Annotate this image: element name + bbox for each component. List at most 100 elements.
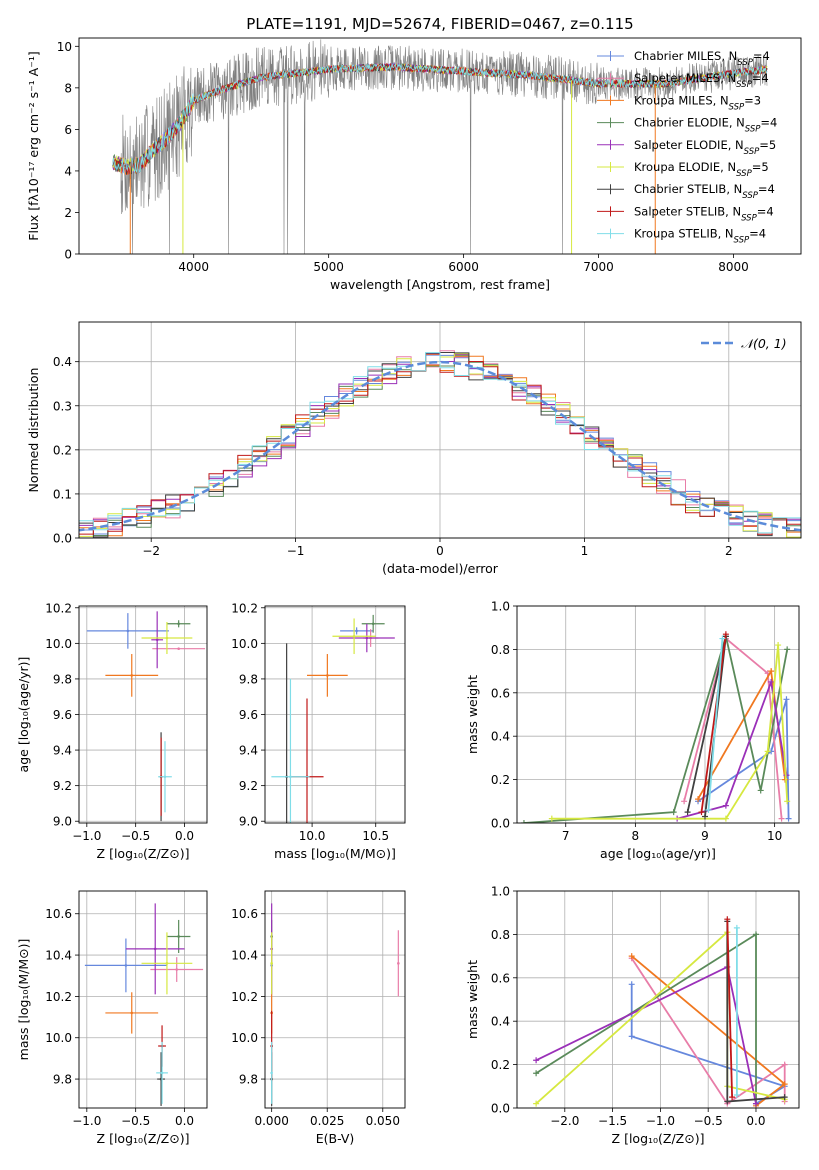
age-vs-Z-xtick-label-2: 0.0 <box>175 829 194 843</box>
legend-label-8-tail: =4 <box>749 227 766 241</box>
spectrum-frame <box>78 37 802 255</box>
age-vs-mass-point-3 <box>371 622 375 626</box>
mass-weight-vs-age-ytick-label-0: 0.0 <box>491 817 510 831</box>
mass-weight-vs-age-xtick-label-0: 7 <box>562 829 570 843</box>
mass-vs-Z-panel: −1.0 −0.5 0.0 9.8 10.0 10.2 10.4 10.6 Z [log₁₀(Z… <box>16 890 208 1146</box>
mass-weight-vs-Z-marker-6-1 <box>724 1098 731 1105</box>
mass-weight-vs-age-marker-5-3 <box>775 642 782 649</box>
legend-label-2-tail: =3 <box>744 93 761 107</box>
legend-label-6-tail: =4 <box>758 182 775 196</box>
mass-vs-EBV-xtick-label-1: 0.025 <box>310 1114 344 1128</box>
spectrum-xtick-label-0: 4000 <box>178 260 209 274</box>
age-vs-mass-plot-area <box>271 614 395 823</box>
legend-label-0-sub: SSP <box>737 58 753 68</box>
mass-weight-vs-age-ytick-label-5: 1.0 <box>491 600 510 614</box>
legend-label-2-text: Kroupa MILES, N <box>634 93 729 107</box>
age-vs-Z-point-4 <box>155 638 159 642</box>
mass-weight-vs-Z-ytick-label-3: 0.6 <box>491 971 510 985</box>
mass-vs-EBV-xlabel: E(B-V) <box>316 1131 355 1146</box>
residual-histogram-xtick-label-3: 1 <box>581 544 589 558</box>
age-vs-mass-xtick-label-0: 10.0 <box>299 829 326 843</box>
mass-weight-vs-age-panel: 7 8 9 10 0.0 0.2 0.4 0.6 0.8 1.0 age [log₁₀(age/yr… <box>465 600 800 861</box>
mass-vs-EBV-point-5 <box>270 962 273 965</box>
age-vs-mass-point-4 <box>365 636 369 640</box>
spectrum-ylabel: Flux [fλ10⁻¹⁷ erg cm⁻² s⁻¹ A⁻¹] <box>26 51 41 240</box>
mass-weight-vs-Z-marker-2-0 <box>628 953 635 960</box>
age-vs-Z-ytick-label-5: 10.0 <box>45 637 72 651</box>
legend-label-1-text: Salpeter MILES, N <box>634 71 736 85</box>
mass-weight-vs-Z-xtick-label-2: −1.0 <box>646 1114 675 1128</box>
mass-vs-EBV-ytick-label-2: 10.2 <box>231 990 258 1004</box>
mass-weight-vs-age-frame <box>516 605 800 824</box>
mass-weight-vs-age-plot-area <box>520 631 792 823</box>
mass-weight-vs-age-marker-3-1 <box>670 809 677 816</box>
age-vs-Z-ytick-label-4: 9.8 <box>53 672 72 686</box>
mass-weight-vs-age-xtick-label-3: 10 <box>767 829 782 843</box>
residual-histogram-panel: −2 −1 0 1 2 0.0 0.1 0.2 0.3 0.4 (data-model)/error… <box>26 321 802 576</box>
mass-weight-vs-age-marker-5-1 <box>722 815 729 822</box>
mass-weight-vs-Z-ytick-label-5: 1.0 <box>491 885 510 899</box>
age-vs-mass-point-2 <box>326 674 329 677</box>
mass-weight-vs-age-ytick-label-2: 0.4 <box>491 730 510 744</box>
mass-weight-vs-Z-marker-8-0 <box>733 924 740 931</box>
legend-label-7-text: Salpeter STELIB, N <box>634 204 741 218</box>
age-vs-Z-point-0 <box>126 629 130 633</box>
legend-label-2-sub: SSP <box>729 102 745 112</box>
legend-label-8-sub: SSP <box>734 236 750 246</box>
mass-weight-vs-Z-xlabel: Z [log₁₀(Z/Z⊙)] <box>612 1131 705 1146</box>
mass-weight-vs-Z-ytick-label-4: 0.8 <box>491 928 510 942</box>
age-vs-Z-xtick-label-1: −0.5 <box>121 829 150 843</box>
spectrum-model-kroupa-stelib <box>112 63 768 174</box>
mass-weight-vs-Z-xtick-label-1: −1.5 <box>598 1114 627 1128</box>
mass-vs-Z-xlabel: Z [log₁₀(Z/Z⊙)] <box>97 1131 190 1146</box>
age-vs-Z-ylabel: age [log₁₀(age/yr)] <box>16 657 31 773</box>
legend-label-6-text: Chabrier STELIB, N <box>634 182 742 196</box>
mass-weight-vs-Z-ytick-label-2: 0.4 <box>491 1015 510 1029</box>
mass-weight-vs-age-marker-8-0 <box>719 635 726 642</box>
legend-label-5-text: Kroupa ELODIE, N <box>634 160 736 174</box>
age-vs-Z-ytick-label-1: 9.2 <box>53 779 72 793</box>
figure-title: PLATE=1191, MJD=52674, FIBERID=0467, z=0… <box>246 15 633 33</box>
mass-weight-vs-Z-xtick-label-4: 0.0 <box>746 1114 765 1128</box>
legend-label-1-sub: SSP <box>736 80 752 90</box>
mass-weight-vs-age-marker-3-3 <box>757 787 764 794</box>
mass-vs-EBV-ytick-label-4: 10.6 <box>231 907 258 921</box>
mass-vs-Z-ytick-label-1: 10.0 <box>45 1031 72 1045</box>
mass-weight-vs-Z-marker-2-1 <box>781 1081 788 1088</box>
mass-weight-vs-Z-marker-3-0 <box>533 1070 540 1077</box>
mass-weight-vs-age-marker-3-4 <box>784 646 791 653</box>
legend-label-6: Chabrier STELIB, NSSP=4 <box>634 182 775 201</box>
mass-weight-vs-Z-marker-5-0 <box>533 1100 540 1107</box>
mass-weight-vs-age-marker-3-0 <box>520 820 527 823</box>
mass-weight-vs-age-xtick-label-1: 8 <box>632 829 640 843</box>
mass-vs-Z-xtick-label-1: −0.5 <box>121 1114 150 1128</box>
legend-label-0-tail: =4 <box>753 49 770 63</box>
age-vs-Z-xlabel: Z [log₁₀(Z/Z⊙)] <box>97 846 190 861</box>
mass-vs-Z-point-4 <box>153 947 157 951</box>
age-vs-mass-ytick-label-6: 10.2 <box>231 601 258 615</box>
mass-weight-vs-age-marker-2-0 <box>695 796 702 803</box>
age-vs-Z-ytick-label-2: 9.4 <box>53 744 72 758</box>
residual-histogram-ytick-label-0: 0.0 <box>53 532 72 546</box>
mass-weight-vs-Z-marker-0-0 <box>628 981 635 988</box>
age-vs-mass-xtick-label-1: 10.5 <box>362 829 389 843</box>
mass-weight-vs-age-marker-4-2 <box>768 678 775 685</box>
legend-label-1: Salpeter MILES, NSSP=4 <box>634 71 769 90</box>
mass-vs-Z-ytick-label-3: 10.4 <box>45 949 72 963</box>
spectrum-ytick-label-2: 4 <box>64 164 72 178</box>
mass-weight-vs-Z-marker-7-1 <box>729 1094 736 1101</box>
histogram-plot-area <box>79 350 801 538</box>
mass-weight-vs-age-marker-7-0 <box>722 631 729 638</box>
mass-vs-Z-ytick-label-4: 10.6 <box>45 907 72 921</box>
mass-vs-Z-plot-area <box>84 903 204 1106</box>
mass-vs-EBV-ytick-label-3: 10.4 <box>231 949 258 963</box>
spectrum-plot-area <box>112 39 768 254</box>
age-vs-Z-panel: −1.0 −0.5 0.0 9.0 9.2 9.4 9.6 9.8 10.0 10.2 Z [log… <box>16 601 208 861</box>
mass-weight-vs-age-marker-2-1 <box>768 668 775 675</box>
spectrum-xlabel: wavelength [Angstrom, rest frame] <box>330 277 550 292</box>
mass-weight-vs-age-ytick-label-1: 0.2 <box>491 773 510 787</box>
mass-weight-vs-Z-panel: −2.0 −1.5 −1.0 −0.5 0.0 0.0 0.2 0.4 0.6 0.8 1.0 Z [… <box>465 885 800 1146</box>
mass-weight-vs-age-marker-6-2 <box>702 813 708 820</box>
